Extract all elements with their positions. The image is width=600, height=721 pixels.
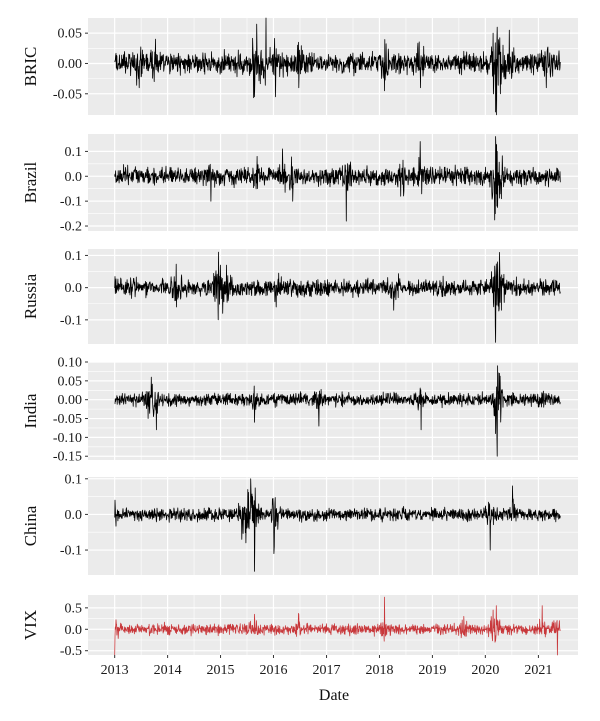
x-axis: 2013 2014 2015 2016 2017 2018 2019 2020 2021 xyxy=(101,655,552,678)
series-line-china xyxy=(114,478,561,572)
y-tick-label: 0.1 xyxy=(65,472,83,487)
x-tick-label: 2021 xyxy=(524,663,552,678)
x-tick-label: 2018 xyxy=(365,663,393,678)
panel-label-china: China xyxy=(21,505,40,546)
series-line-bric xyxy=(114,17,561,116)
series-line-brazil xyxy=(114,136,561,222)
y-tick-label: -0.1 xyxy=(60,313,82,328)
y-tick-label: -0.5 xyxy=(60,644,82,659)
gridlines xyxy=(88,134,578,231)
y-tick-label: -0.05 xyxy=(53,87,82,102)
panel-label-vix: VIX xyxy=(21,610,40,640)
panel-bric: -0.05 0.00 0.05 BRIC xyxy=(21,17,578,116)
x-tick-label: 2017 xyxy=(313,663,341,678)
y-tick-label: 0.05 xyxy=(58,27,83,42)
y-tick-label: 0.1 xyxy=(65,249,83,264)
y-tick-label: 0.00 xyxy=(58,57,83,72)
y-tick-label: -0.1 xyxy=(60,195,82,210)
chart-panels: -0.050.000.05BRIC-0.2-0.10.00.1Brazil-0.… xyxy=(21,17,578,659)
y-tick-label: -0.15 xyxy=(53,450,82,465)
y-tick-label: 0.5 xyxy=(65,601,83,616)
y-tick-label: -0.2 xyxy=(60,220,82,235)
panel-india: -0.15 -0.10 -0.05 0.00 0.05 0.10 India xyxy=(21,356,578,465)
series-line-vix xyxy=(114,596,561,656)
gridlines xyxy=(88,249,578,344)
panel-background xyxy=(88,362,578,460)
y-tick-label: 0.0 xyxy=(65,170,83,185)
x-tick-label: 2014 xyxy=(154,663,182,678)
panel-china: -0.1 0.0 0.1 China xyxy=(21,472,578,575)
y-tick-label: 0.00 xyxy=(58,393,83,408)
series-line-russia xyxy=(114,251,561,343)
y-tick-label: 0.05 xyxy=(58,374,83,389)
panel-russia: -0.1 0.0 0.1 Russia xyxy=(21,249,578,344)
x-tick-label: 2015 xyxy=(207,663,235,678)
panel-label-india: India xyxy=(21,393,40,428)
y-tick-label: 0.1 xyxy=(65,145,83,160)
x-tick-label: 2013 xyxy=(101,663,129,678)
panel-label-russia: Russia xyxy=(21,273,40,319)
y-tick-label: 0.0 xyxy=(65,623,83,638)
x-tick-label: 2019 xyxy=(418,663,446,678)
series-line-india xyxy=(114,365,561,457)
panel-label-brazil: Brazil xyxy=(21,161,40,203)
panel-background xyxy=(88,477,578,575)
panel-brazil: -0.2 -0.1 0.0 0.1 Brazil xyxy=(21,134,578,235)
y-tick-label: 0.10 xyxy=(58,356,83,371)
y-tick-label: 0.0 xyxy=(65,508,83,523)
x-tick-label: 2016 xyxy=(259,663,287,678)
panel-vix: -0.5 0.0 0.5 VIX xyxy=(21,595,578,659)
y-tick-label: 0.0 xyxy=(65,281,83,296)
y-tick-label: -0.1 xyxy=(60,544,82,559)
y-tick-label: -0.05 xyxy=(53,412,82,427)
y-tick-label: -0.10 xyxy=(53,431,82,446)
x-tick-label: 2020 xyxy=(471,663,499,678)
panel-label-bric: BRIC xyxy=(21,47,40,87)
x-axis-title: Date xyxy=(319,687,349,704)
